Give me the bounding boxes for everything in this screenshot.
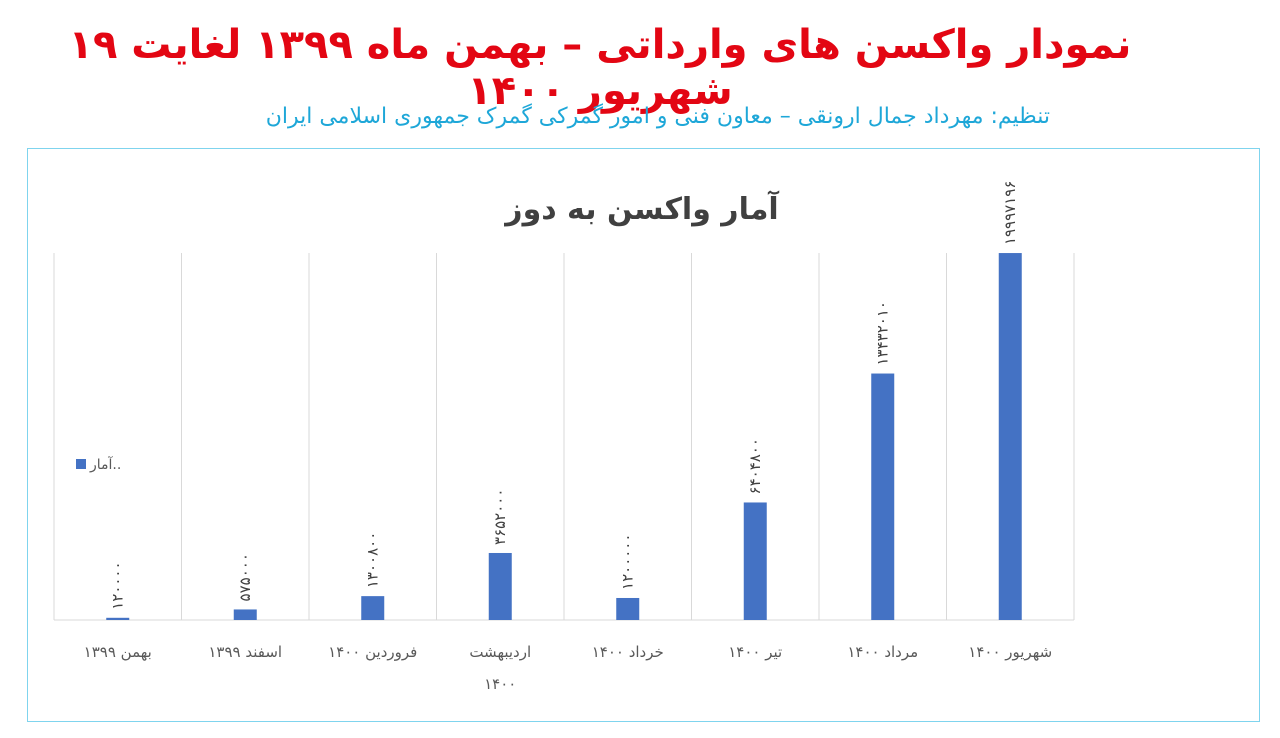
page-subtitle: تنظیم: مهرداد جمال ارونقی – معاون فنی و … (265, 104, 1050, 129)
bar (106, 617, 130, 620)
bar (998, 253, 1022, 620)
bar (616, 597, 640, 620)
data-label: ۱۳۴۳۲۰۱۰ (873, 301, 891, 365)
data-label: ۱۹۹۹۷۱۹۶ (1001, 181, 1019, 245)
x-tick-label: اسفند ۱۳۹۹ (208, 643, 282, 661)
data-label: ۱۲۰۰۰۰۰ (618, 534, 636, 590)
data-label: ۶۴۰۴۸۰۰ (746, 438, 764, 494)
data-label: ۱۳۰۰۸۰۰ (363, 532, 381, 588)
bar (233, 609, 257, 620)
bar-chart: آمار واکسن به دوز ۱۲۰۰۰۰ ۵۷۵۰۰۰ ۱۳۰۰۸۰۰ ۳۶۵… (53, 181, 1075, 693)
x-tick-label: اردیبهشت ۱۴۰۰ (469, 643, 531, 693)
x-tick-label: بهمن ۱۳۹۹ (84, 643, 152, 661)
legend: آمار.. (76, 456, 121, 473)
chart-frame: آمار واکسن به دوز ۱۲۰۰۰۰ ۵۷۵۰۰۰ ۱۳۰۰۸۰۰ ۳۶۵… (27, 148, 1260, 722)
data-label: ۵۷۵۰۰۰ (236, 553, 254, 601)
x-tick-label: خرداد ۱۴۰۰ (592, 643, 664, 661)
x-tick-label: فروردین ۱۴۰۰ (328, 643, 417, 661)
x-tick-label: شهریور ۱۴۰۰ (968, 643, 1052, 661)
bar (488, 552, 512, 620)
x-tick-label: مرداد ۱۴۰۰ (847, 643, 918, 661)
bar (871, 373, 895, 620)
chart-title: آمار واکسن به دوز (503, 190, 779, 227)
legend-label: آمار.. (89, 456, 121, 473)
data-label: ۱۲۰۰۰۰ (108, 561, 126, 609)
legend-swatch (76, 459, 86, 469)
bar (743, 502, 767, 620)
data-label: ۳۶۵۲۰۰۰ (491, 489, 509, 545)
x-tick-label: تیر ۱۴۰۰ (728, 643, 782, 661)
page-title: نمودار واکسن های وارداتی – بهمن ماه ۱۳۹۹… (68, 22, 1132, 114)
bar (361, 596, 385, 620)
